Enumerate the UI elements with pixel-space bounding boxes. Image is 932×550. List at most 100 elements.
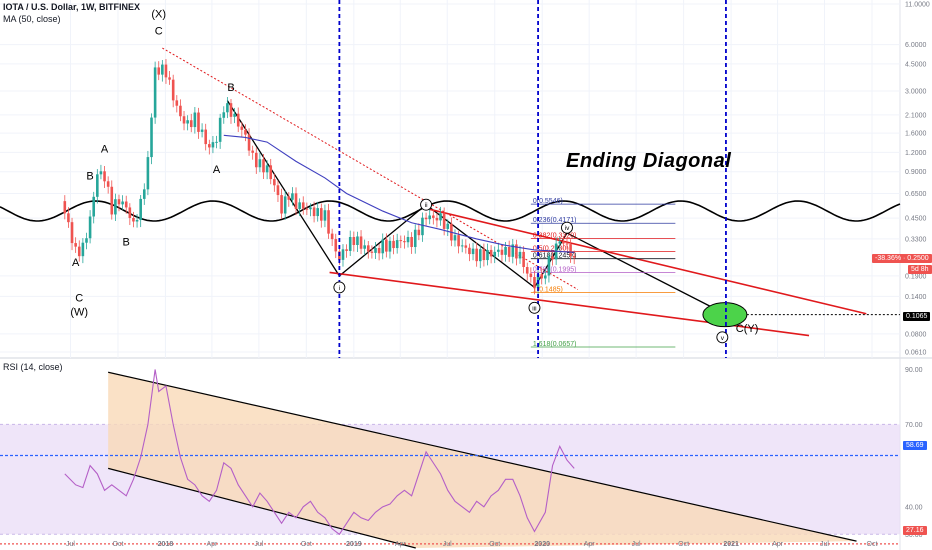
candle-body — [179, 105, 182, 117]
candle-body — [236, 113, 240, 127]
wave-label: A — [213, 164, 221, 176]
candlestick-series — [63, 59, 576, 296]
price-tick-label: 0.9000 — [905, 169, 927, 176]
target-ellipse — [702, 302, 748, 328]
wave-label: C — [75, 292, 83, 304]
candle-body — [348, 236, 352, 251]
candle-body — [262, 159, 265, 173]
symbol-legend[interactable]: IOTA / U.S. Dollar, 1W, BITFINEX — [3, 2, 140, 12]
price-tick-label: 3.0000 — [905, 89, 927, 96]
candle-body — [114, 199, 117, 215]
time-tick-label: Oct — [489, 541, 500, 548]
candle-body — [457, 235, 460, 247]
fib-retracement: 0(0.5546) 0.236(0.4171) 0.382(0.3320) 0.5(0… — [530, 198, 676, 348]
candle-body — [283, 196, 287, 214]
candle-body — [413, 229, 417, 248]
fib-level-label: 0.236(0.4171) — [533, 217, 577, 224]
price-tick-label: 11.0000 — [905, 2, 930, 9]
time-tick-label: 2018 — [158, 541, 174, 548]
time-tick-label: Jul — [254, 541, 263, 548]
candle-body — [85, 238, 88, 243]
price-tick-label: 1.2000 — [905, 150, 927, 157]
candle-body — [161, 64, 164, 75]
candle-body — [522, 251, 525, 268]
cycle-sine-wave — [0, 200, 901, 222]
rsi-current-tag: 27.16 — [903, 526, 927, 535]
time-tick-label: Jul — [820, 541, 829, 548]
time-tick-label: Jul — [632, 541, 641, 548]
candle-body — [468, 247, 471, 255]
circled-wave-label: ii — [425, 202, 428, 209]
candle-body — [352, 236, 356, 245]
price-tick-label: 0.4500 — [905, 216, 927, 223]
candle-body — [139, 198, 142, 221]
circled-wave-marker — [561, 221, 573, 234]
candle-body — [258, 159, 262, 168]
candle-body — [562, 241, 565, 244]
circled-wave-label: v — [721, 335, 725, 342]
candle-body — [96, 174, 99, 197]
bar-countdown-tag: 5d 8h — [908, 265, 932, 274]
trend-lines — [162, 47, 900, 337]
candle-body — [103, 171, 106, 182]
rsi-title: RSI (14, close) — [3, 362, 63, 372]
rsi-path — [64, 369, 575, 536]
candle-body — [442, 213, 446, 229]
candle-body — [345, 249, 348, 251]
time-tick-label: Jul — [443, 541, 452, 548]
candle-body — [128, 207, 132, 218]
candle-body — [193, 112, 197, 128]
candle-body — [251, 150, 254, 153]
price-change-tag: -38.36% · 0.2500 — [872, 254, 932, 263]
candle-body — [533, 277, 536, 289]
wave-label: C(Y) — [736, 323, 759, 335]
circled-wave-marker — [528, 301, 541, 314]
candle-body — [341, 249, 345, 260]
candle-body — [453, 235, 457, 241]
candle-body — [309, 207, 312, 210]
symbol-title: IOTA / U.S. Dollar, 1W, BITFINEX — [3, 2, 141, 12]
candle-body — [197, 112, 200, 132]
candle-body — [146, 157, 150, 190]
candle-body — [377, 248, 381, 254]
candle-body — [515, 244, 518, 259]
candle-body — [370, 251, 374, 253]
rsi-channel-fill — [108, 372, 857, 548]
price-grid — [0, 0, 900, 358]
candle-body — [500, 249, 504, 255]
candle-body — [150, 117, 153, 158]
candle-body — [406, 236, 410, 243]
time-axis[interactable]: Jul Oct 2018 Apr Jul Oct 2019 Apr Jul Oct 2020 Apr J… — [66, 541, 877, 548]
candle-body — [247, 134, 251, 151]
candle-body — [301, 202, 305, 209]
wave-label: (W) — [70, 307, 88, 319]
time-tick-label: Oct — [113, 541, 124, 548]
time-tick-label: Apr — [584, 541, 596, 548]
candle-body — [439, 213, 442, 221]
fib-level-label: 0.5(0.2730) — [533, 246, 569, 253]
wave-label: B — [227, 82, 234, 94]
rsi-tick-label: 40.00 — [905, 504, 923, 511]
wave-label: A — [72, 257, 80, 269]
candle-body — [504, 247, 507, 255]
candle-body — [168, 77, 171, 80]
wave-label: B — [123, 236, 130, 248]
candle-body — [478, 249, 482, 262]
candle-body — [359, 236, 363, 249]
price-tick-label: 0.3300 — [905, 236, 927, 243]
time-tick-label: 2020 — [534, 541, 550, 548]
circled-wave-marker — [716, 331, 729, 344]
candle-body — [547, 256, 551, 276]
candle-body — [334, 239, 338, 252]
fib-level-label: 0.618(0.2457) — [533, 253, 577, 260]
price-axis[interactable]: 11.0000 6.0000 4.5000 3.0000 2.1000 1.6000 1.2… — [905, 2, 930, 539]
ma-legend[interactable]: MA (50, close) — [3, 14, 61, 24]
candle-body — [200, 129, 204, 132]
candle-body — [464, 245, 468, 248]
candle-body — [385, 239, 388, 252]
rsi-legend[interactable]: RSI (14, close) — [3, 362, 63, 372]
candle-body — [395, 240, 399, 249]
candle-body — [117, 199, 121, 205]
candle-body — [229, 103, 233, 117]
